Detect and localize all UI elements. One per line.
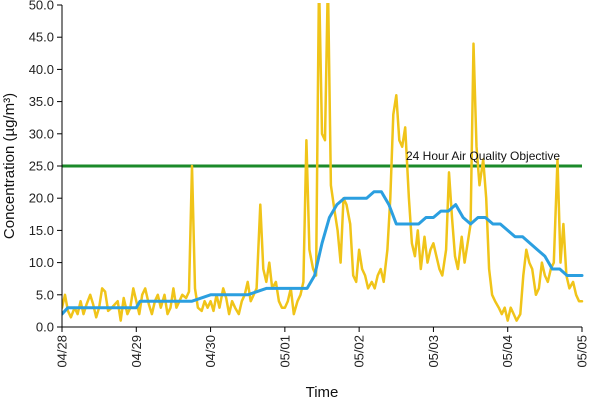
y-tick-label: 5.0 [36,287,54,302]
x-tick-label: 04/30 [203,335,218,368]
series-layer [62,3,584,322]
y-tick-label: 30.0 [29,126,54,141]
x-tick-label: 05/03 [426,335,441,368]
x-tick-label: 05/04 [500,335,515,368]
x-tick-label: 04/29 [129,335,144,368]
y-tick-label: 40.0 [29,62,54,77]
axes-layer [57,4,583,332]
y-tick-label: 15.0 [29,223,54,238]
y-axis-title: Concentration (µg/m³) [1,93,18,239]
y-tick-label: 10.0 [29,255,54,270]
x-tick-label: 05/02 [352,335,367,368]
labels-layer: 0.0 5.0 10.0 15.0 20.0 25.0 30.0 35.0 40.0 45.0 50… [29,0,590,368]
series-line-rolling [62,190,584,316]
series-line-hourly [62,3,584,322]
y-tick-label: 50.0 [29,0,54,13]
y-tick-label: 20.0 [29,191,54,206]
x-axis-title: Time [306,384,339,400]
x-tick-label: 05/01 [277,335,292,368]
objective-annotation: 24 Hour Air Quality Objective [406,149,560,163]
x-tick-label: 04/28 [55,335,70,368]
y-tick-label: 0.0 [36,320,54,335]
y-tick-label: 25.0 [29,159,54,174]
y-tick-label: 45.0 [29,30,54,45]
y-tick-label: 35.0 [29,94,54,109]
x-tick-label: 05/05 [575,335,590,368]
